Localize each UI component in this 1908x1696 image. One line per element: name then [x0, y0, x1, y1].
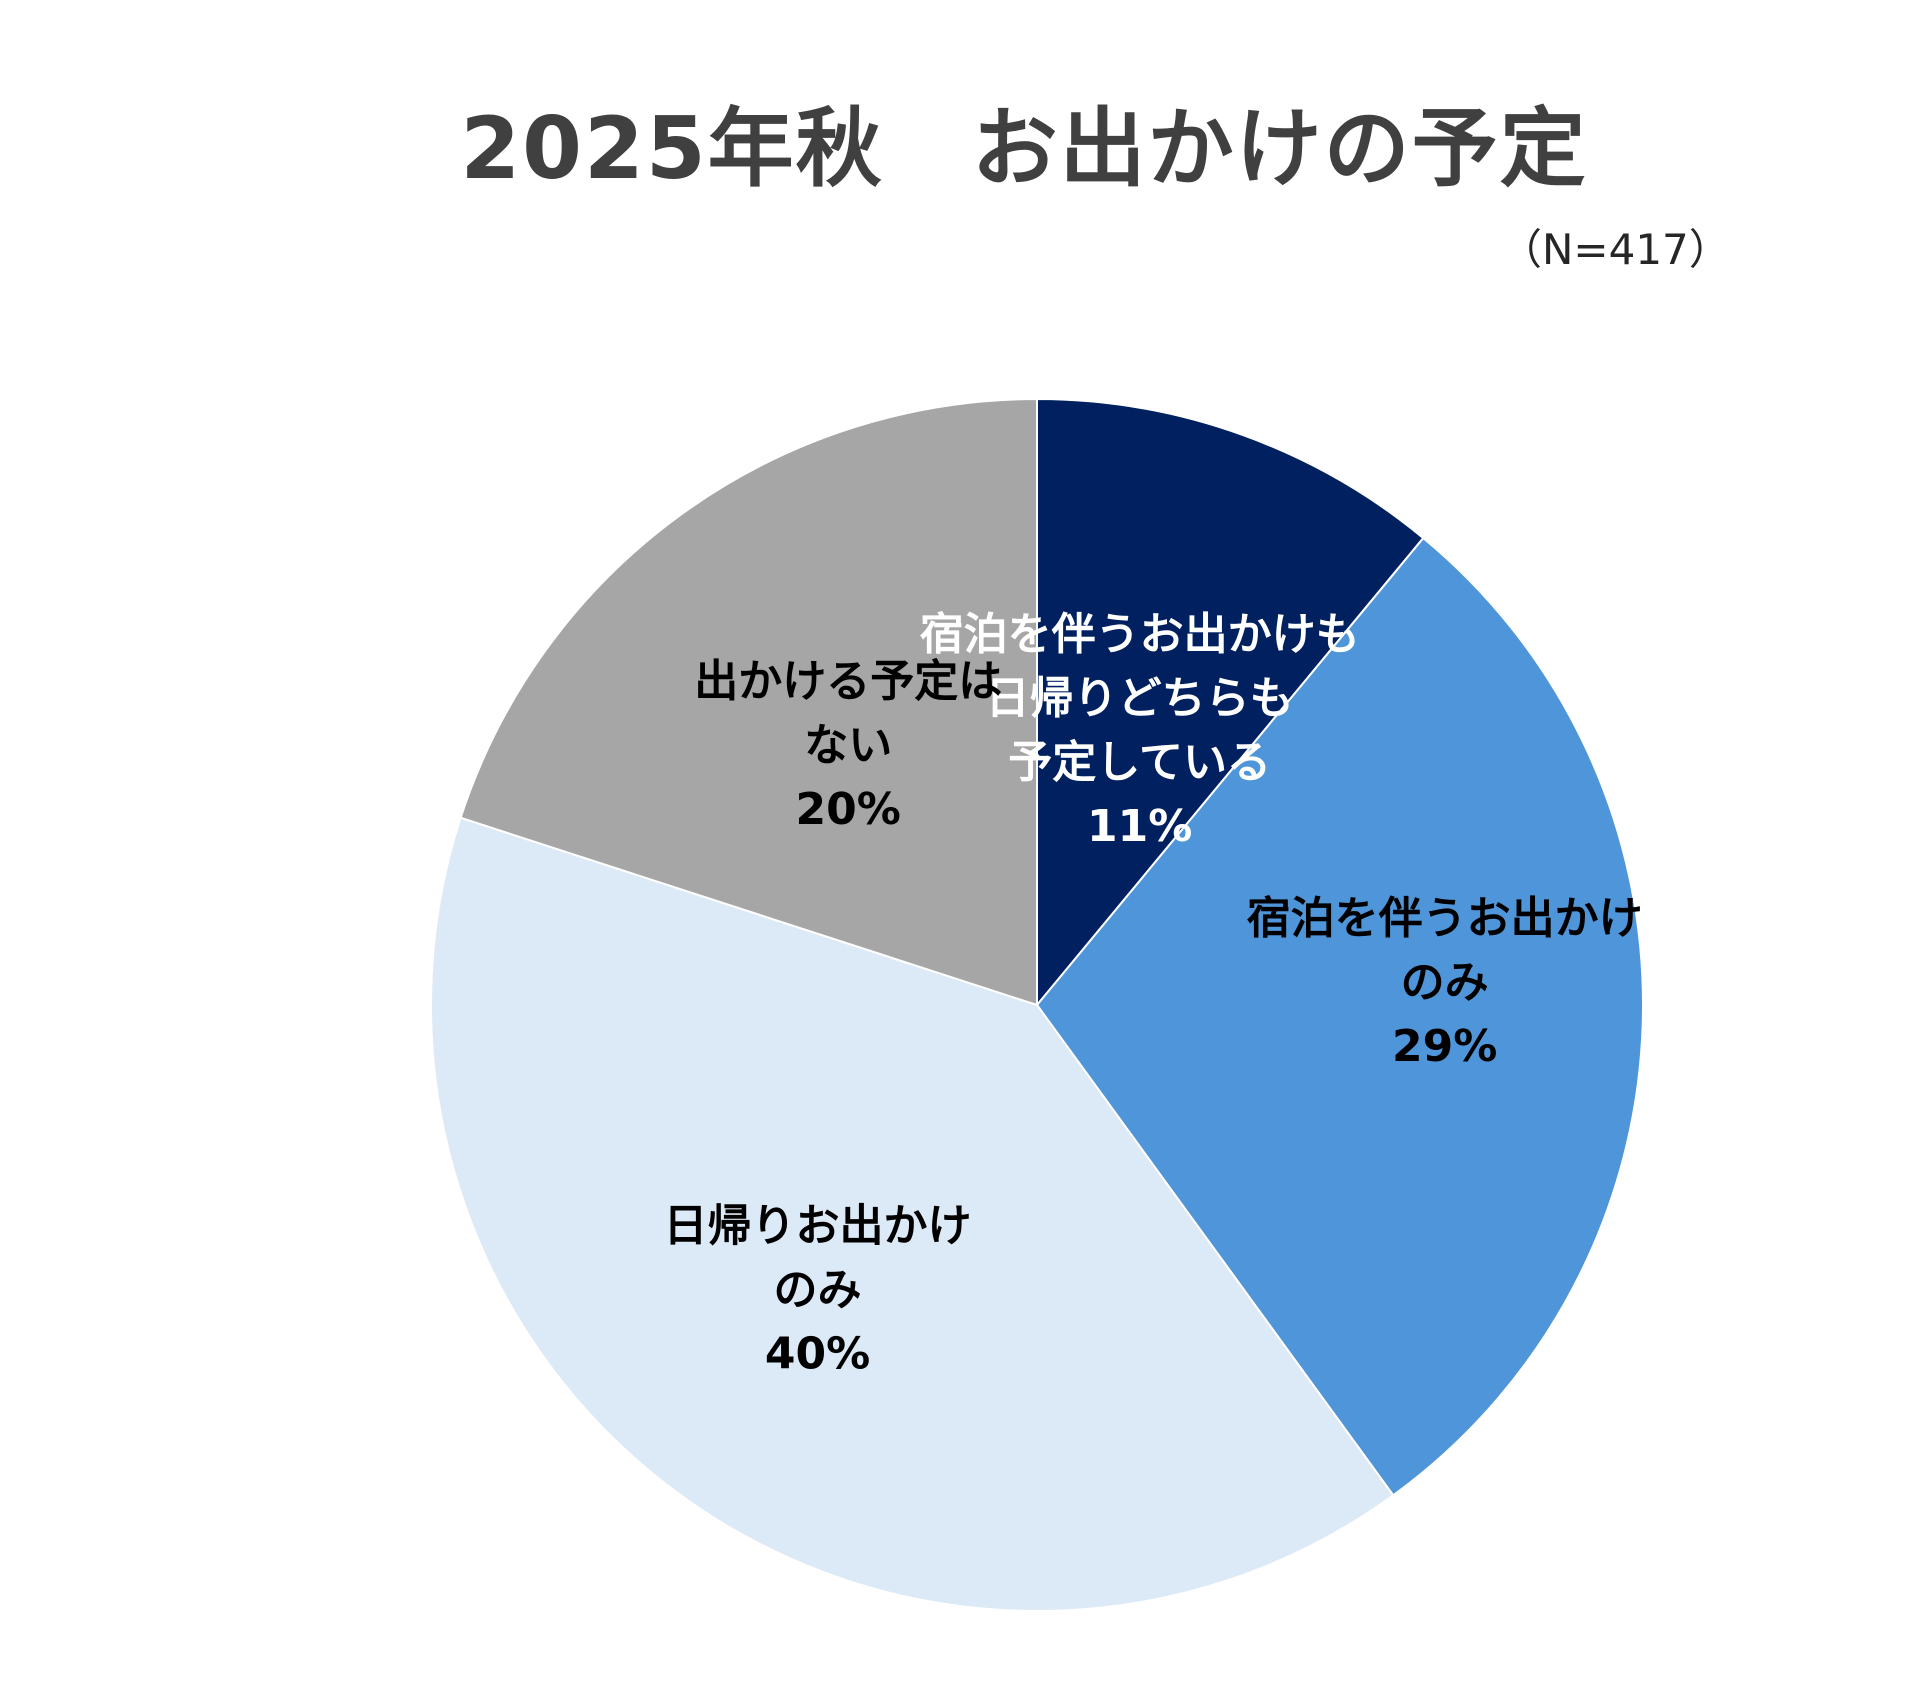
chart-title: 2025年秋 お出かけの予定 — [460, 99, 1588, 199]
sample-size-note: （N=417） — [1500, 225, 1731, 274]
slice-1-value-label: 11% — [1087, 801, 1192, 852]
slice-3-category-label: 日帰りお出かけ — [664, 1201, 972, 1252]
pie-slice-1 — [1036, 397, 1425, 1008]
pie-slice-2 — [1035, 536, 1644, 1497]
pie-slice-3 — [430, 816, 1395, 1612]
slice-2-category-label: 宿泊を伴うお出かけ — [1247, 893, 1643, 944]
slice-1-category-label: 予定している — [1008, 737, 1271, 788]
slice-3-category-label: のみ — [774, 1265, 862, 1316]
slice-2-value-label: 29% — [1392, 1021, 1497, 1072]
slice-1-category-label: 日帰りどちらも — [986, 673, 1294, 724]
slice-4-value-label: 20% — [796, 784, 901, 835]
slice-3-value-label: 40% — [765, 1329, 870, 1380]
slice-1-category-label: 宿泊を伴うお出かけも — [920, 609, 1360, 660]
pie-slices — [430, 397, 1644, 1612]
slice-4-category-label: 出かける予定は — [694, 656, 1002, 707]
slice-4-category-label: ない — [804, 720, 892, 771]
slice-2-category-label: のみ — [1401, 957, 1489, 1008]
pie-slice-4 — [459, 397, 1038, 1007]
pie-labels: 宿泊を伴うお出かけも日帰りどちらも予定している11%宿泊を伴うお出かけのみ29%… — [664, 609, 1643, 1380]
